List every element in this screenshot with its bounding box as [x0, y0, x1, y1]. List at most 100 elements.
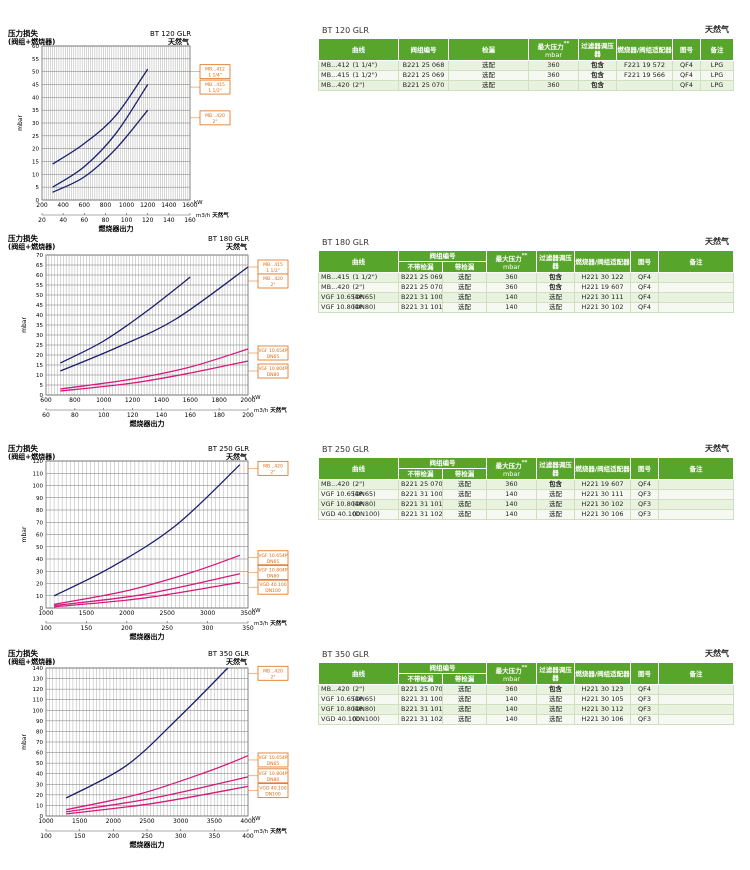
y-tick-label: 30 [36, 782, 43, 788]
cell-adapter: H221 30 122 [574, 272, 631, 283]
y-tick-label: 50 [36, 545, 43, 551]
cell-adapter: H221 30 105 [574, 694, 631, 705]
cell-filter: 包含 [578, 70, 617, 81]
legend-label: MB...420 [205, 113, 225, 119]
x2-tick-label: 250 [141, 833, 153, 840]
cell-with-leak: 选配 [442, 479, 487, 490]
cell-curve: MB...420 (2") [318, 479, 399, 490]
cell-curve: MB...420 (2") [318, 684, 399, 695]
legend-box [199, 64, 231, 80]
x-tick-label: 2000 [106, 818, 121, 825]
th-filter-regulator: 过滤器调压器 [536, 662, 575, 685]
x-tick-label: 2500 [160, 610, 175, 617]
cell-note [658, 509, 734, 520]
chart-gas-label: 天然气 [226, 242, 247, 251]
x-tick-label: 400 [57, 202, 69, 209]
y-tick-label: 50 [36, 293, 43, 299]
y-tick-label: 20 [32, 147, 39, 153]
chart-subtitle-label: (阀组+燃烧器) [8, 242, 55, 251]
chart-svg: 压力损失(阀组+燃烧器)BT 120 GLR天然气051015202530354… [8, 28, 231, 233]
legend-sublabel: 2" [271, 469, 276, 475]
y-tick-label: 30 [36, 569, 43, 575]
th-drawing: 图号 [630, 662, 659, 685]
cell-leak-check: 选配 [448, 60, 529, 71]
cell-max-pressure: 140 [486, 302, 537, 313]
table-row: VGF 10.654P(DN65) B221 31 100 选配 140 选配 H221 … [318, 292, 734, 303]
chart-subtitle-label: (阀组+燃烧器) [8, 37, 55, 46]
table-row: VGF 10.804P(DN80) B221 31 101 选配 140 选配 H221 … [318, 499, 734, 510]
legend-sublabel: 2" [213, 119, 218, 125]
legend-label: VGF 10.804P [258, 771, 287, 777]
th-filter-regulator: 过滤器调压器 [536, 250, 575, 273]
table-row: VGF 10.654P(DN65) B221 31 100 选配 140 选配 H221 … [318, 694, 734, 705]
x2-tick-label: 80 [71, 412, 79, 419]
curve-name: MB...415 [321, 273, 350, 282]
legend-box [257, 363, 289, 379]
chart-title: BT 250 GLR [208, 445, 249, 453]
th-note: 备注 [658, 457, 734, 480]
y-tick-label: 140 [33, 666, 44, 672]
curve-name: MB...412 [321, 61, 350, 70]
cell-valve-code: B221 31 100 [398, 292, 443, 303]
series-line [65, 667, 229, 799]
legend-sublabel: DN65 [267, 559, 280, 565]
chart-bt180: 压力损失 (阀组+燃烧器) BT 180 GLR 天然气 0 5 10 15 20 25 30 35 4… [0, 233, 300, 448]
cell-drawing: QF4 [630, 282, 659, 293]
cell-adapter: F221 19 572 [616, 60, 673, 71]
x-tick-label: 1000 [38, 818, 53, 825]
legend-box [257, 460, 289, 476]
series-line [66, 776, 249, 813]
table-body: MB...415 (1 1/2") B221 25 069 选配 360 包含 H221 3… [318, 272, 734, 313]
cell-filter: 选配 [536, 302, 575, 313]
legend-sublabel: 2" [271, 282, 276, 288]
th-adapter: 燃烧器/阀组适配器 [574, 457, 631, 480]
legend-sublabel: 1 1/4" [208, 73, 222, 79]
cell-with-leak: 选配 [442, 704, 487, 715]
legend-sublabel: DN100 [265, 792, 281, 798]
x2-tick-label: 20 [38, 217, 46, 224]
table-row: VGF 10.804P(DN80) B221 31 101 选配 140 选配 H221 … [318, 302, 734, 313]
cell-with-leak: 选配 [442, 499, 487, 510]
x2-tick-label: 40 [59, 217, 67, 224]
cell-adapter: H221 30 111 [574, 489, 631, 500]
th-leak-check: 检漏 [448, 38, 529, 61]
x2-tick-label: 250 [161, 625, 173, 632]
y-tick-label: 60 [36, 533, 43, 539]
y-tick-label: 60 [36, 751, 43, 757]
curve-size: (DN80) [352, 303, 376, 312]
cell-note [658, 282, 734, 293]
th-max-pressure: 最大压力** mbar [528, 38, 579, 61]
cell-valve-code: B221 25 069 [398, 70, 449, 81]
legend-sublabel: DN65 [267, 354, 280, 360]
cell-adapter [616, 80, 673, 91]
cell-adapter: H221 30 106 [574, 714, 631, 725]
unit-kw-label: kW [252, 395, 261, 401]
curve-name: MB...420 [321, 283, 350, 292]
x-tick-label: 800 [100, 202, 112, 209]
y-axis-label: mbar [21, 734, 28, 750]
y-tick-label: 20 [36, 353, 43, 359]
chart-gas-label: 天然气 [226, 452, 247, 461]
x2-tick-label: 100 [40, 833, 52, 840]
chart-pressure-label: 压力损失 [8, 648, 38, 658]
legend-label: VGD 40.100 [259, 582, 286, 588]
legend-sublabel: 1 1/2" [266, 268, 280, 274]
series-line [60, 276, 191, 364]
cell-adapter: H221 30 102 [574, 499, 631, 510]
chart-gas-label: 天然气 [226, 657, 247, 666]
table-row: MB...415 (1 1/2") B221 25 069 选配 360 包含 F221 1… [318, 70, 734, 81]
th-max-pressure: 最大压力** mbar [486, 662, 537, 685]
cell-valve-code: B221 25 070 [398, 479, 443, 490]
cell-adapter: H221 30 102 [574, 302, 631, 313]
y-tick-label: 100 [33, 484, 44, 490]
legend-box [257, 579, 289, 595]
curve-size: (1 1/4") [352, 61, 378, 70]
unit-flow-text: m3/h [254, 829, 269, 835]
cell-valve-code: B221 25 070 [398, 282, 443, 293]
th-drawing: 图号 [672, 38, 701, 61]
cell-valve-code: B221 31 101 [398, 302, 443, 313]
cell-drawing: QF4 [630, 292, 659, 303]
th-filter-regulator: 过滤器调压器 [536, 457, 575, 480]
cell-curve: VGF 10.804P(DN80) [318, 704, 399, 715]
table-row: MB...412 (1 1/4") B221 25 068 选配 360 包含 F221 1… [318, 60, 734, 71]
